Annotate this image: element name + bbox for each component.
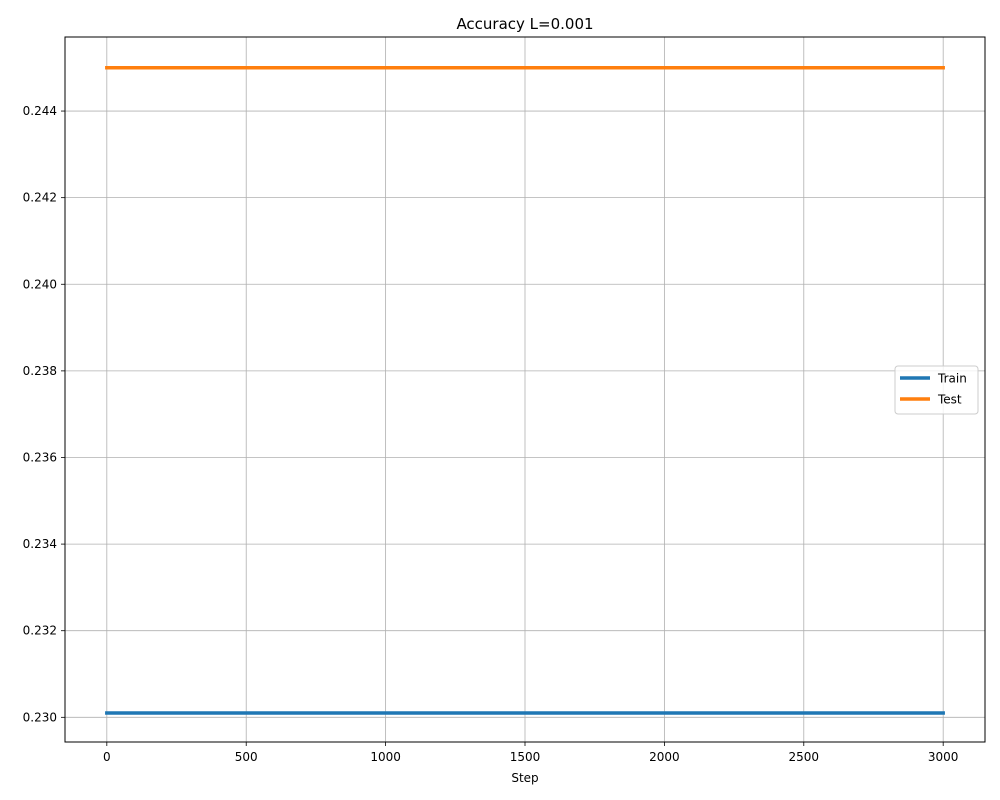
- x-tick-label: 1500: [510, 750, 541, 764]
- x-tick-label: 2000: [649, 750, 680, 764]
- y-tick-label: 0.244: [23, 104, 57, 118]
- grid: [65, 37, 985, 742]
- y-tick-label: 0.238: [23, 364, 57, 378]
- legend: Train Test: [894, 365, 979, 415]
- x-axis-label: Step: [511, 771, 538, 785]
- series-lines: [105, 65, 945, 715]
- y-tick-label: 0.230: [23, 710, 57, 724]
- y-tick-label: 0.242: [23, 191, 57, 205]
- y-tick-label: 0.232: [23, 624, 57, 638]
- chart-title: Accuracy L=0.001: [456, 15, 593, 33]
- legend-label-train: Train: [937, 372, 967, 386]
- y-axis-ticks: 0.230 0.232 0.234 0.236 0.238 0.240 0.242 0.244: [23, 104, 65, 724]
- x-tick-label: 1000: [370, 750, 401, 764]
- x-tick-label: 3000: [928, 750, 959, 764]
- y-tick-label: 0.234: [23, 537, 57, 551]
- y-tick-label: 0.240: [23, 277, 57, 291]
- y-tick-label: 0.236: [23, 450, 57, 464]
- x-tick-label: 0: [103, 750, 111, 764]
- legend-label-test: Test: [937, 393, 962, 407]
- x-tick-label: 2500: [789, 750, 820, 764]
- x-axis-ticks: 0 500 1000 1500 2000 2500 3000: [103, 742, 958, 764]
- x-tick-label: 500: [235, 750, 258, 764]
